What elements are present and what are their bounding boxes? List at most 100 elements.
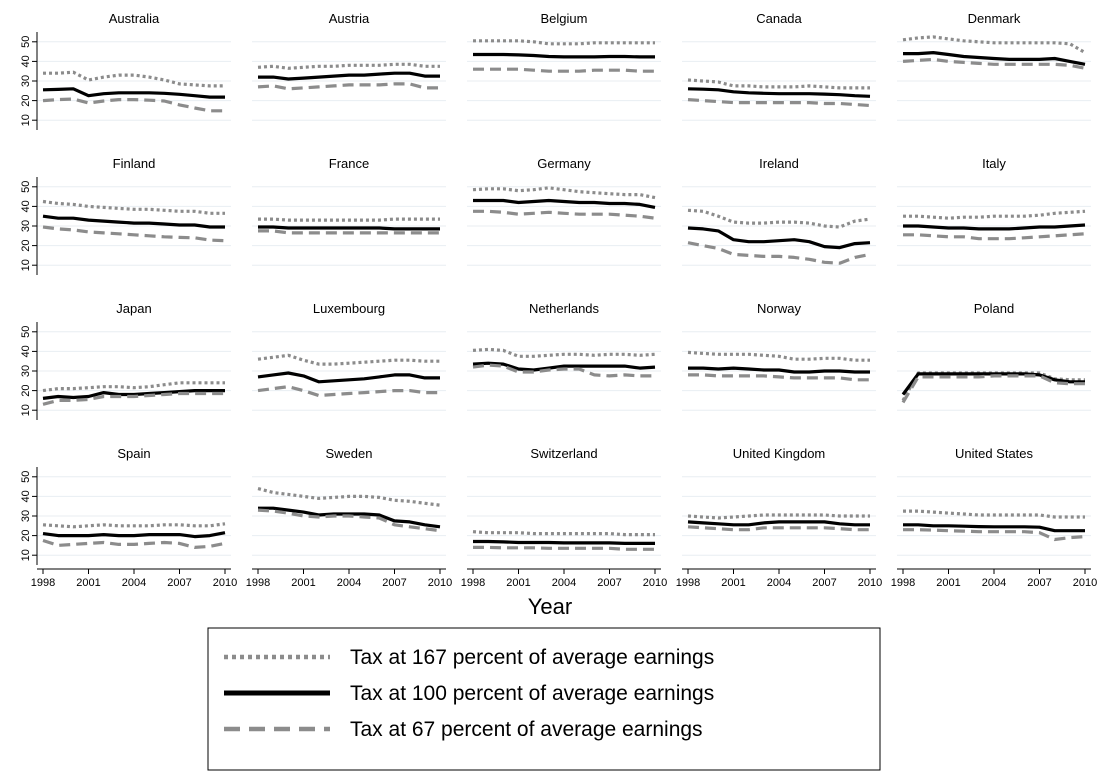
x-tick-label: 1998 bbox=[31, 577, 55, 589]
x-tick-label: 2007 bbox=[812, 577, 836, 589]
x-tick-label: 2007 bbox=[382, 577, 406, 589]
series-line-low bbox=[473, 67, 655, 73]
series-line-high bbox=[902, 35, 1086, 54]
series-line-mid bbox=[901, 372, 1085, 396]
panel-title: Denmark bbox=[968, 11, 1021, 26]
panel-title: Ireland bbox=[759, 156, 799, 171]
series-line-high bbox=[43, 70, 225, 88]
x-tick-label: 2010 bbox=[213, 577, 237, 589]
series-line-low bbox=[687, 525, 870, 532]
legend-box bbox=[207, 627, 881, 771]
series-line-mid bbox=[687, 226, 871, 250]
y-tick-label: 50 bbox=[20, 181, 32, 193]
panel-canada: Canada bbox=[682, 11, 876, 121]
panel-japan: Japan 10 20 30 40 50 bbox=[20, 301, 231, 420]
series-line-high bbox=[687, 78, 870, 90]
x-tick-label: 2010 bbox=[643, 577, 667, 589]
panel-poland: Poland bbox=[897, 301, 1091, 411]
panel-belgium: Belgium bbox=[467, 11, 661, 121]
series-line-high bbox=[687, 513, 870, 520]
y-tick-label: 10 bbox=[20, 114, 32, 126]
series-line-mid bbox=[903, 50, 1086, 66]
series-line-low bbox=[257, 385, 440, 398]
y-tick-label: 20 bbox=[20, 529, 32, 541]
legend-label-high: Tax at 167 percent of average earnings bbox=[350, 646, 714, 669]
series-line-low bbox=[688, 373, 870, 382]
x-tick-label: 2004 bbox=[337, 577, 361, 589]
series-line-low bbox=[687, 241, 871, 265]
series-line-low bbox=[687, 98, 871, 108]
series-line-mid bbox=[472, 361, 656, 372]
series-line-mid bbox=[687, 87, 871, 98]
series-line-low bbox=[257, 508, 441, 533]
series-line-low bbox=[902, 57, 1086, 70]
series-line-mid bbox=[473, 539, 655, 546]
x-axis-title: Year bbox=[528, 594, 572, 619]
series-line-low bbox=[42, 97, 225, 113]
series-line-low bbox=[901, 374, 1085, 404]
series-line-mid bbox=[258, 506, 441, 529]
panel-title: Luxembourg bbox=[313, 301, 385, 316]
panel-france: France bbox=[252, 156, 446, 266]
series-line-high bbox=[42, 522, 226, 529]
y-tick-label: 10 bbox=[20, 404, 32, 416]
series-line-mid bbox=[687, 520, 870, 527]
series-line-high bbox=[42, 199, 225, 215]
series-line-high bbox=[687, 350, 870, 362]
series-line-low bbox=[42, 538, 226, 550]
series-line-low bbox=[258, 229, 440, 235]
series-line-mid bbox=[257, 371, 440, 384]
y-tick-label: 40 bbox=[20, 55, 32, 67]
series-line-high bbox=[258, 217, 440, 222]
y-tick-label: 10 bbox=[20, 259, 32, 271]
series-line-high bbox=[472, 530, 655, 537]
series-line-low bbox=[257, 82, 440, 91]
x-tick-label: 2007 bbox=[597, 577, 621, 589]
panel-title: Japan bbox=[116, 301, 151, 316]
panel-title: United States bbox=[955, 446, 1034, 461]
y-tick-label: 20 bbox=[20, 239, 32, 251]
series-line-mid bbox=[42, 389, 225, 400]
legend-label-mid: Tax at 100 percent of average earnings bbox=[350, 682, 714, 705]
panel-title: Sweden bbox=[326, 446, 373, 461]
x-tick-label: 2001 bbox=[721, 577, 745, 589]
series-line-mid bbox=[473, 52, 655, 59]
x-tick-label: 1998 bbox=[246, 577, 270, 589]
panel-title: Austria bbox=[329, 11, 370, 26]
panel-australia: Australia 10 20 30 40 50 bbox=[20, 11, 231, 130]
y-tick-label: 30 bbox=[20, 365, 32, 377]
x-tick-label: 2004 bbox=[767, 577, 791, 589]
x-tick-label: 2004 bbox=[552, 577, 576, 589]
panel-luxembourg: Luxembourg bbox=[252, 301, 446, 411]
series-line-high bbox=[903, 209, 1086, 220]
x-tick-label: 2010 bbox=[1073, 577, 1097, 589]
panel-title: Switzerland bbox=[530, 446, 597, 461]
x-tick-label: 2001 bbox=[506, 577, 530, 589]
series-line-mid bbox=[258, 225, 440, 231]
series-line-low bbox=[903, 232, 1086, 241]
panel-title: Netherlands bbox=[529, 301, 600, 316]
panel-netherlands: Netherlands bbox=[467, 301, 661, 411]
x-tick-label: 2007 bbox=[1027, 577, 1051, 589]
panel-finland: Finland 10 20 30 40 50 bbox=[20, 156, 231, 275]
panel-norway: Norway bbox=[682, 301, 876, 411]
series-line-low bbox=[42, 225, 226, 243]
series-line-high bbox=[257, 62, 440, 70]
x-tick-label: 2001 bbox=[936, 577, 960, 589]
series-line-high bbox=[903, 509, 1085, 519]
y-tick-label: 40 bbox=[20, 490, 32, 502]
series-line-mid bbox=[903, 523, 1085, 533]
series-line-mid bbox=[688, 366, 870, 374]
x-tick-label: 2010 bbox=[428, 577, 452, 589]
series-line-high bbox=[472, 186, 656, 200]
y-tick-label: 40 bbox=[20, 345, 32, 357]
panel-switzerland: Switzerland 1998 2001 2004 2007 2010 bbox=[461, 446, 667, 589]
x-tick-label: 1998 bbox=[461, 577, 485, 589]
series-line-mid bbox=[903, 223, 1086, 231]
y-tick-label: 20 bbox=[20, 94, 32, 106]
y-tick-label: 50 bbox=[20, 471, 32, 483]
x-tick-label: 2004 bbox=[122, 577, 146, 589]
series-line-mid bbox=[473, 198, 656, 209]
panel-title: Canada bbox=[756, 11, 802, 26]
